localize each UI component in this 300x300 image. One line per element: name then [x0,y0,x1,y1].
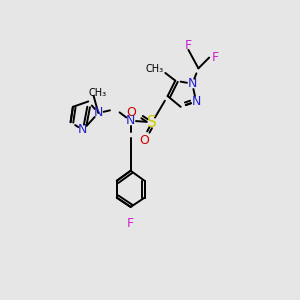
Text: F: F [212,51,219,64]
Text: F: F [127,217,134,230]
Text: F: F [185,39,192,52]
Text: N: N [78,123,88,136]
Text: N: N [126,114,135,127]
Text: S: S [147,115,157,130]
Text: N: N [94,106,103,119]
Text: CH₃: CH₃ [88,88,106,98]
Text: N: N [188,77,197,90]
Text: O: O [126,106,136,119]
Text: CH₃: CH₃ [146,64,164,74]
Text: N: N [191,95,201,108]
Text: O: O [140,134,149,147]
